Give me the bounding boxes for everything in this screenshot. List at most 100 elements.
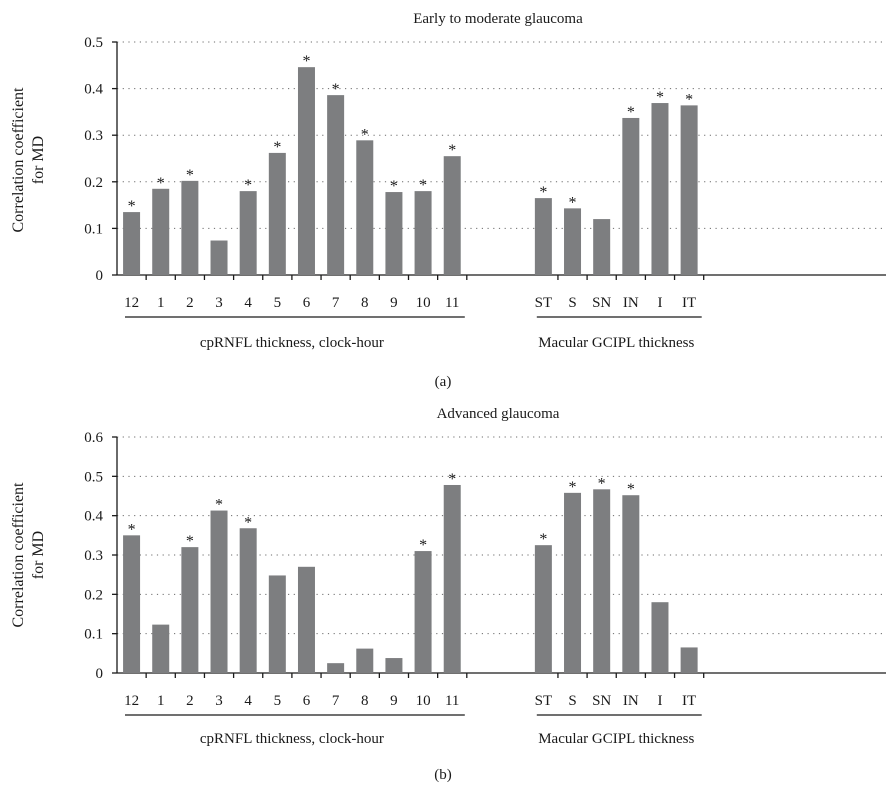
significance-marker: * bbox=[627, 481, 635, 498]
bar bbox=[593, 489, 611, 673]
x-tick-label: 12 bbox=[124, 295, 139, 311]
y-tick-label: 0.1 bbox=[84, 221, 103, 237]
significance-marker: * bbox=[361, 126, 369, 143]
bar bbox=[297, 67, 315, 275]
significance-marker: * bbox=[332, 81, 340, 98]
y-tick-label: 0.3 bbox=[84, 548, 103, 564]
x-tick-label: 3 bbox=[215, 693, 223, 709]
x-tick-label: IN bbox=[623, 693, 639, 709]
x-tick-label: 10 bbox=[416, 295, 431, 311]
bar bbox=[181, 180, 199, 275]
significance-marker: * bbox=[419, 537, 427, 554]
bar bbox=[356, 140, 374, 275]
bar bbox=[622, 495, 640, 673]
bar bbox=[651, 602, 669, 673]
y-axis-label: Correlation coefficient bbox=[10, 482, 27, 628]
x-tick-label: 2 bbox=[186, 693, 194, 709]
bar bbox=[268, 152, 286, 275]
x-tick-label: 12 bbox=[124, 693, 139, 709]
bar bbox=[534, 198, 552, 275]
bar bbox=[152, 624, 170, 673]
significance-marker: * bbox=[128, 198, 136, 215]
significance-marker: * bbox=[448, 142, 456, 159]
bar bbox=[356, 648, 374, 673]
x-tick-label: 7 bbox=[332, 693, 340, 709]
panel-label: (b) bbox=[434, 767, 452, 783]
x-tick-label: 3 bbox=[215, 295, 223, 311]
y-tick-label: 0.5 bbox=[84, 469, 103, 485]
bar bbox=[152, 188, 170, 275]
significance-marker: * bbox=[244, 177, 252, 194]
bar bbox=[327, 95, 345, 276]
bar bbox=[327, 663, 345, 673]
bar bbox=[123, 212, 141, 275]
y-tick-label: 0.1 bbox=[84, 627, 103, 643]
y-axis-label: for MD bbox=[30, 136, 47, 184]
x-tick-label: 9 bbox=[390, 693, 398, 709]
x-tick-label: 10 bbox=[416, 693, 431, 709]
x-tick-label: 4 bbox=[244, 693, 252, 709]
y-tick-label: 0.4 bbox=[84, 509, 103, 525]
bar bbox=[210, 510, 228, 673]
x-tick-label: 1 bbox=[157, 295, 165, 311]
significance-marker: * bbox=[627, 104, 635, 121]
significance-marker: * bbox=[215, 497, 223, 514]
bar bbox=[593, 219, 611, 275]
group-label: Macular GCIPL thickness bbox=[538, 335, 694, 351]
chart-title: Advanced glaucoma bbox=[437, 406, 560, 422]
x-tick-label: 6 bbox=[303, 693, 311, 709]
y-tick-label: 0.5 bbox=[84, 35, 103, 51]
bar bbox=[297, 566, 315, 673]
panel-label: (a) bbox=[435, 374, 452, 390]
x-tick-label: 11 bbox=[445, 295, 459, 311]
chart-title: Early to moderate glaucoma bbox=[413, 11, 583, 27]
x-tick-label: 8 bbox=[361, 693, 369, 709]
bar bbox=[651, 103, 669, 276]
chart-advanced: Advanced glaucoma Correlation coefficient… bbox=[10, 406, 886, 783]
bar bbox=[123, 535, 141, 673]
bar bbox=[239, 191, 257, 275]
y-tick-label: 0 bbox=[96, 666, 104, 682]
significance-marker: * bbox=[448, 471, 456, 488]
bar bbox=[385, 192, 403, 275]
significance-marker: * bbox=[569, 194, 577, 211]
group-label: cpRNFL thickness, clock-hour bbox=[200, 731, 384, 747]
y-tick-label: 0.2 bbox=[84, 587, 103, 603]
x-tick-label: I bbox=[657, 693, 662, 709]
bar bbox=[564, 492, 582, 673]
bar bbox=[443, 484, 461, 673]
significance-marker: * bbox=[539, 531, 547, 548]
significance-marker: * bbox=[539, 184, 547, 201]
x-tick-label: 11 bbox=[445, 693, 459, 709]
x-tick-label: 4 bbox=[244, 295, 252, 311]
bar bbox=[564, 208, 582, 275]
x-tick-label: 6 bbox=[303, 295, 311, 311]
bar bbox=[268, 575, 286, 673]
significance-marker: * bbox=[419, 177, 427, 194]
x-tick-label: ST bbox=[535, 295, 553, 311]
x-tick-label: 1 bbox=[157, 693, 165, 709]
x-tick-label: 8 bbox=[361, 295, 369, 311]
y-tick-label: 0.3 bbox=[84, 128, 103, 144]
significance-marker: * bbox=[569, 479, 577, 496]
significance-marker: * bbox=[302, 53, 310, 70]
significance-marker: * bbox=[656, 89, 664, 106]
bar bbox=[239, 528, 257, 673]
x-tick-label: 5 bbox=[274, 693, 282, 709]
y-tick-label: 0.4 bbox=[84, 82, 103, 98]
bar bbox=[680, 647, 698, 673]
y-tick-label: 0 bbox=[96, 268, 104, 284]
y-axis-label: Correlation coefficient bbox=[10, 87, 27, 233]
significance-marker: * bbox=[186, 167, 194, 184]
x-tick-label: S bbox=[568, 693, 576, 709]
x-tick-label: SN bbox=[592, 295, 611, 311]
significance-marker: * bbox=[244, 514, 252, 531]
x-tick-label: IN bbox=[623, 295, 639, 311]
y-axis-label: for MD bbox=[30, 531, 47, 579]
chart-early-moderate: Early to moderate glaucoma Correlation co… bbox=[10, 11, 886, 390]
x-tick-label: 5 bbox=[274, 295, 282, 311]
x-tick-label: ST bbox=[535, 693, 553, 709]
group-label: Macular GCIPL thickness bbox=[538, 731, 694, 747]
bar bbox=[210, 240, 228, 275]
